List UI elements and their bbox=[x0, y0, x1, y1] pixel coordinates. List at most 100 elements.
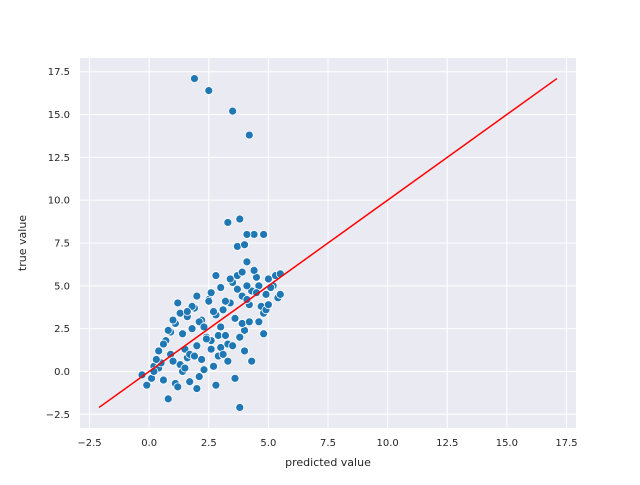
data-point bbox=[242, 230, 252, 239]
data-point bbox=[259, 230, 269, 239]
data-point bbox=[218, 349, 228, 359]
data-point bbox=[218, 305, 228, 315]
data-point bbox=[201, 334, 211, 344]
data-point bbox=[154, 346, 164, 356]
data-point bbox=[168, 356, 178, 366]
data-point bbox=[244, 130, 254, 140]
data-point bbox=[230, 313, 240, 323]
data-point bbox=[221, 331, 230, 340]
data-point bbox=[242, 295, 252, 304]
data-point bbox=[263, 274, 273, 284]
data-point bbox=[187, 324, 197, 334]
data-point bbox=[163, 394, 173, 404]
data-point bbox=[221, 296, 230, 306]
data-point bbox=[192, 384, 202, 394]
data-point bbox=[173, 298, 183, 308]
data-point bbox=[228, 106, 238, 116]
data-point bbox=[151, 355, 161, 364]
x-tick-label: 5.0 bbox=[260, 438, 276, 449]
data-point bbox=[185, 377, 195, 387]
x-tick-label: −2.5 bbox=[77, 438, 101, 449]
data-point bbox=[168, 315, 178, 325]
data-point bbox=[223, 218, 233, 227]
data-point bbox=[182, 307, 192, 316]
y-tick-label: 17.5 bbox=[48, 67, 70, 78]
data-point bbox=[235, 403, 245, 412]
data-point bbox=[197, 355, 207, 364]
data-point bbox=[204, 296, 214, 306]
data-point bbox=[240, 240, 249, 250]
data-point bbox=[216, 283, 226, 292]
data-point bbox=[252, 288, 261, 298]
data-point bbox=[254, 317, 264, 327]
data-point bbox=[192, 291, 202, 301]
data-point bbox=[206, 288, 216, 298]
y-tick-label: 0.0 bbox=[54, 367, 70, 378]
data-point bbox=[159, 375, 168, 385]
data-point bbox=[275, 289, 285, 299]
data-point bbox=[163, 325, 173, 335]
data-point bbox=[216, 322, 226, 332]
y-tick-labels: −2.5 0.0 2.5 5.0 7.5 10.0 12.5 15.0 17.5 bbox=[46, 67, 70, 421]
data-point bbox=[194, 372, 204, 382]
y-tick-label: 15.0 bbox=[48, 110, 70, 121]
data-point bbox=[247, 356, 257, 366]
y-tick-label: −2.5 bbox=[46, 410, 70, 421]
data-point bbox=[175, 308, 185, 318]
y-tick-label: 5.0 bbox=[54, 281, 70, 292]
y-axis-label: true value bbox=[16, 215, 29, 271]
data-point bbox=[211, 380, 221, 390]
data-point bbox=[209, 361, 218, 371]
data-point bbox=[199, 365, 209, 375]
x-tick-label: 2.5 bbox=[201, 438, 217, 449]
data-point bbox=[159, 339, 168, 349]
data-point bbox=[261, 289, 271, 299]
data-point bbox=[240, 346, 249, 356]
data-point bbox=[223, 356, 233, 366]
data-point bbox=[259, 329, 269, 339]
data-point bbox=[192, 341, 202, 351]
data-point bbox=[173, 382, 183, 392]
data-point bbox=[237, 267, 247, 277]
data-point bbox=[204, 86, 214, 95]
x-axis-label: predicted value bbox=[285, 456, 371, 469]
data-point bbox=[211, 271, 221, 280]
data-point bbox=[178, 329, 187, 339]
data-points bbox=[137, 74, 285, 412]
x-tick-label: 17.5 bbox=[555, 438, 577, 449]
data-point bbox=[232, 242, 242, 251]
data-point bbox=[235, 332, 245, 342]
data-point bbox=[180, 363, 190, 373]
data-point bbox=[142, 380, 152, 390]
data-point bbox=[244, 317, 254, 327]
y-tick-label: 7.5 bbox=[54, 239, 70, 250]
x-tick-label: 7.5 bbox=[320, 438, 336, 449]
data-point bbox=[249, 266, 259, 275]
data-point bbox=[206, 344, 216, 354]
data-point bbox=[230, 373, 240, 383]
x-tick-label: 12.5 bbox=[436, 438, 458, 449]
y-tick-label: 12.5 bbox=[48, 153, 70, 164]
data-point bbox=[190, 351, 199, 361]
x-tick-labels: −2.5 0.0 2.5 5.0 7.5 10.0 12.5 15.0 17.5 bbox=[77, 438, 577, 449]
x-tick-label: 10.0 bbox=[376, 438, 398, 449]
x-tick-label: 0.0 bbox=[141, 438, 157, 449]
data-point bbox=[225, 274, 235, 284]
data-point bbox=[235, 214, 245, 224]
y-tick-label: 10.0 bbox=[48, 196, 70, 207]
data-point bbox=[263, 300, 273, 310]
y-tick-label: 2.5 bbox=[54, 324, 70, 335]
data-point bbox=[232, 284, 242, 294]
data-point bbox=[242, 281, 252, 291]
data-point bbox=[209, 307, 218, 316]
data-point bbox=[190, 74, 199, 83]
reference-line bbox=[98, 77, 558, 409]
x-tick-label: 15.0 bbox=[496, 438, 518, 449]
data-point bbox=[137, 370, 147, 380]
data-point bbox=[242, 257, 252, 267]
data-point bbox=[199, 322, 209, 332]
data-point bbox=[237, 319, 247, 328]
data-point bbox=[228, 341, 238, 351]
